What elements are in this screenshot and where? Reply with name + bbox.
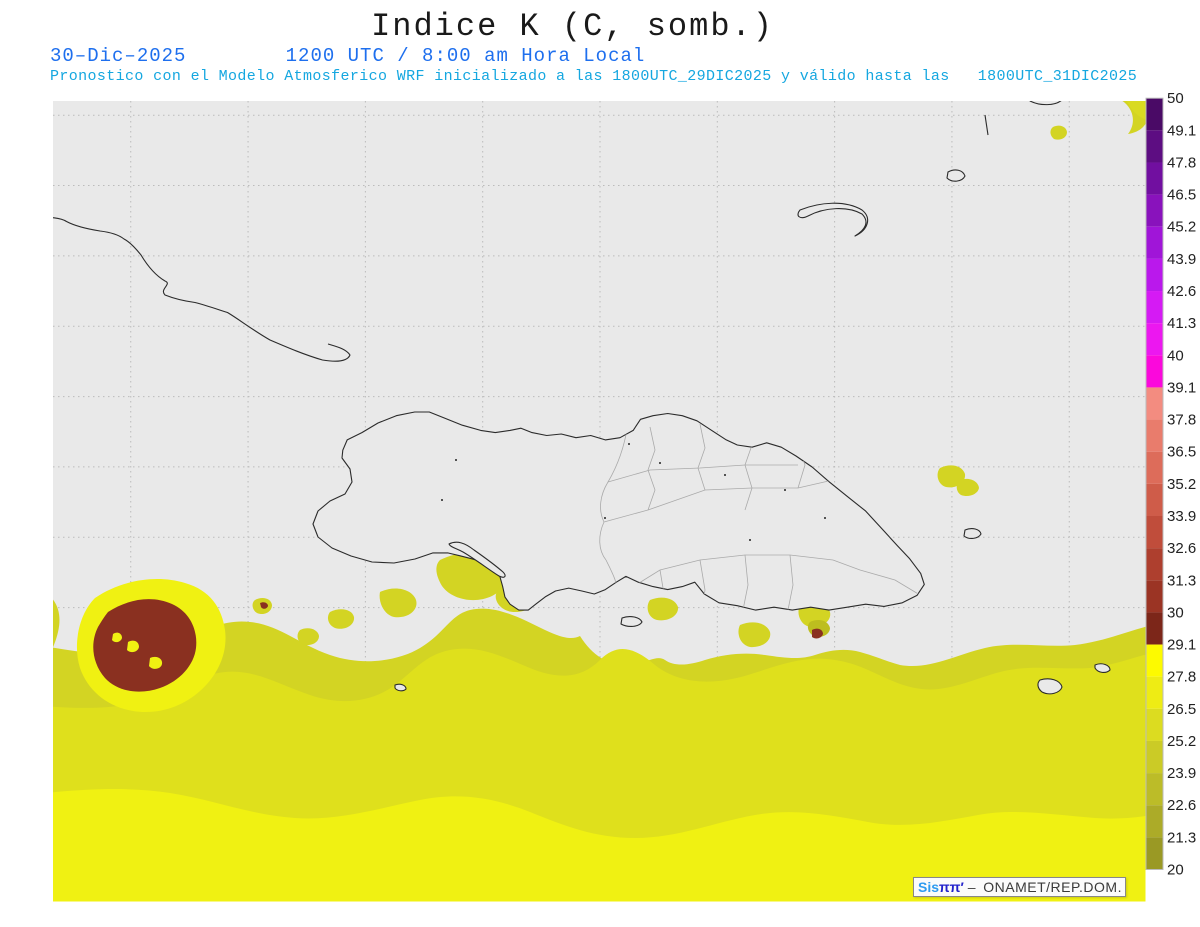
svg-text:22.6: 22.6	[1167, 797, 1196, 814]
svg-text:27.8: 27.8	[1167, 669, 1196, 686]
svg-text:40: 40	[1167, 347, 1184, 364]
svg-text:33.9: 33.9	[1167, 508, 1196, 525]
svg-text:41.3: 41.3	[1167, 315, 1196, 332]
svg-text:35.2: 35.2	[1167, 476, 1196, 493]
svg-text:46.5: 46.5	[1167, 187, 1196, 204]
svg-text:39.1: 39.1	[1167, 379, 1196, 396]
svg-text:50: 50	[1167, 90, 1184, 107]
svg-text:36.5: 36.5	[1167, 444, 1196, 461]
svg-text:43.9: 43.9	[1167, 251, 1196, 268]
svg-text:29.1: 29.1	[1167, 637, 1196, 654]
svg-text:47.8: 47.8	[1167, 155, 1196, 172]
svg-text:23.9: 23.9	[1167, 765, 1196, 782]
svg-text:30: 30	[1167, 604, 1184, 621]
svg-text:21.3: 21.3	[1167, 829, 1196, 846]
svg-text:45.2: 45.2	[1167, 219, 1196, 236]
svg-text:25.2: 25.2	[1167, 733, 1196, 750]
svg-text:26.5: 26.5	[1167, 701, 1196, 718]
svg-text:42.6: 42.6	[1167, 283, 1196, 300]
svg-text:49.1: 49.1	[1167, 122, 1196, 139]
svg-text:20: 20	[1167, 862, 1184, 879]
svg-text:32.6: 32.6	[1167, 540, 1196, 557]
svg-text:37.8: 37.8	[1167, 412, 1196, 429]
svg-text:31.3: 31.3	[1167, 572, 1196, 589]
